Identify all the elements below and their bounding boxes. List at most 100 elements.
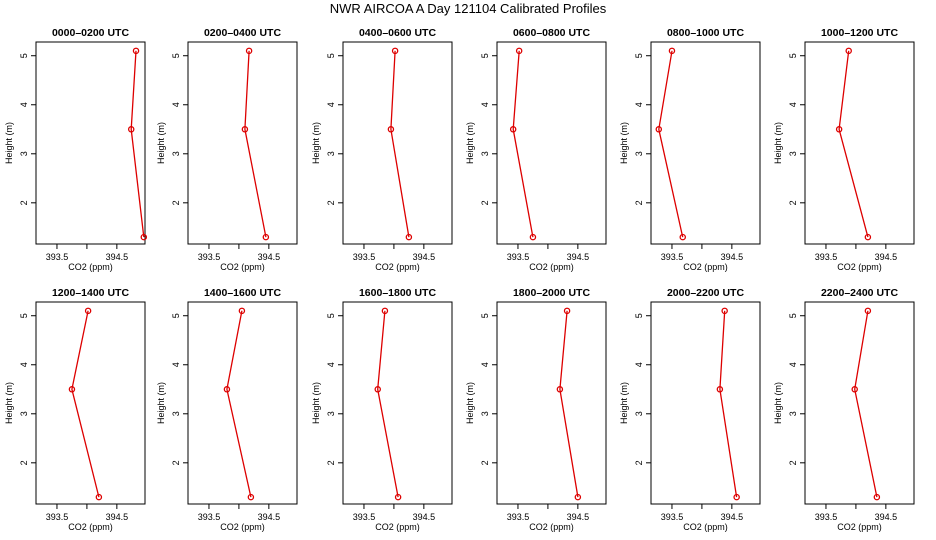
plot-frame xyxy=(650,301,761,505)
y-tick-label: 3 xyxy=(788,411,798,416)
y-tick-label: 3 xyxy=(326,411,336,416)
data-point xyxy=(845,47,852,55)
data-point xyxy=(68,386,76,393)
data-point xyxy=(529,233,537,241)
plot-frame xyxy=(35,301,146,505)
profile-line xyxy=(559,310,579,498)
y-tick-label: 4 xyxy=(171,102,181,107)
y-tick-label: 5 xyxy=(171,313,181,318)
y-tick-label: 3 xyxy=(171,151,181,156)
data-point xyxy=(851,386,858,393)
data-point xyxy=(556,386,564,393)
profile-line xyxy=(838,50,869,238)
y-tick-label: 3 xyxy=(634,151,644,156)
panel-title: 0200–0400 UTC xyxy=(204,27,281,39)
y-tick-label: 5 xyxy=(634,53,644,58)
data-point xyxy=(509,126,517,133)
panel-title: 0000–0200 UTC xyxy=(52,27,129,39)
y-tick-label: 5 xyxy=(480,313,490,318)
plot-frame xyxy=(342,301,453,505)
y-tick-label: 2 xyxy=(326,460,336,465)
y-axis-label: Height (m) xyxy=(619,382,629,424)
y-axis-label: Height (m) xyxy=(311,382,321,424)
x-tick-label: 393.5 xyxy=(198,252,221,262)
data-point xyxy=(391,47,399,55)
data-point xyxy=(84,307,92,315)
y-tick-label: 4 xyxy=(634,102,644,107)
profile-line xyxy=(390,50,410,238)
y-tick-label: 2 xyxy=(326,200,336,205)
x-axis-label: CO2 (ppm) xyxy=(683,262,728,272)
y-axis-label: Height (m) xyxy=(465,122,475,164)
y-tick-label: 4 xyxy=(788,102,798,107)
plot-frame xyxy=(496,41,607,245)
data-point xyxy=(733,493,740,501)
y-tick-label: 4 xyxy=(19,362,29,367)
panel-title: 1600–1800 UTC xyxy=(359,287,436,299)
data-point xyxy=(374,386,381,393)
data-point xyxy=(247,493,255,501)
y-axis-label: Height (m) xyxy=(4,122,14,164)
data-point xyxy=(873,493,881,501)
x-axis-label: CO2 (ppm) xyxy=(683,522,728,532)
data-point xyxy=(140,233,148,241)
y-tick-label: 5 xyxy=(326,313,336,318)
x-axis-label: CO2 (ppm) xyxy=(375,262,420,272)
data-point xyxy=(95,493,103,501)
x-tick-label: 394.5 xyxy=(413,512,436,522)
data-point xyxy=(864,233,872,241)
y-tick-label: 5 xyxy=(480,53,490,58)
y-tick-label: 3 xyxy=(480,411,490,416)
x-tick-label: 393.5 xyxy=(815,252,838,262)
data-point xyxy=(238,307,246,315)
y-tick-label: 2 xyxy=(634,460,644,465)
panel-title: 2000–2200 UTC xyxy=(667,287,744,299)
plot-frame xyxy=(187,41,298,245)
x-tick-label: 393.5 xyxy=(353,512,376,522)
panel-title: 1400–1600 UTC xyxy=(204,287,281,299)
panel-title: 2200–2400 UTC xyxy=(821,287,898,299)
y-tick-label: 3 xyxy=(480,151,490,156)
data-point xyxy=(655,126,663,133)
y-tick-label: 5 xyxy=(634,313,644,318)
plot-frame xyxy=(35,41,146,245)
x-tick-label: 394.5 xyxy=(258,512,281,522)
y-tick-label: 3 xyxy=(171,411,181,416)
y-tick-label: 2 xyxy=(788,460,798,465)
data-point xyxy=(127,126,135,133)
data-point xyxy=(679,233,686,241)
y-tick-label: 2 xyxy=(19,460,29,465)
data-point xyxy=(716,386,724,393)
data-point xyxy=(574,493,582,501)
y-tick-label: 4 xyxy=(171,362,181,367)
y-axis-label: Height (m) xyxy=(773,122,783,164)
x-axis-label: CO2 (ppm) xyxy=(68,522,113,532)
data-point xyxy=(381,307,389,315)
y-tick-label: 3 xyxy=(634,411,644,416)
y-tick-label: 4 xyxy=(326,362,336,367)
plot-frame xyxy=(804,301,915,505)
profile-line xyxy=(226,310,252,498)
profile-line xyxy=(719,310,738,498)
x-tick-label: 394.5 xyxy=(721,252,744,262)
y-tick-label: 3 xyxy=(19,151,29,156)
data-point xyxy=(387,126,395,133)
data-point xyxy=(864,307,872,315)
x-tick-label: 394.5 xyxy=(875,252,898,262)
x-tick-label: 394.5 xyxy=(413,252,436,262)
data-point xyxy=(563,307,571,315)
data-point xyxy=(394,493,402,501)
x-axis-label: CO2 (ppm) xyxy=(529,522,574,532)
y-tick-label: 2 xyxy=(480,460,490,465)
y-tick-label: 2 xyxy=(480,200,490,205)
y-tick-label: 2 xyxy=(19,200,29,205)
x-tick-label: 393.5 xyxy=(661,512,684,522)
y-tick-label: 5 xyxy=(171,53,181,58)
